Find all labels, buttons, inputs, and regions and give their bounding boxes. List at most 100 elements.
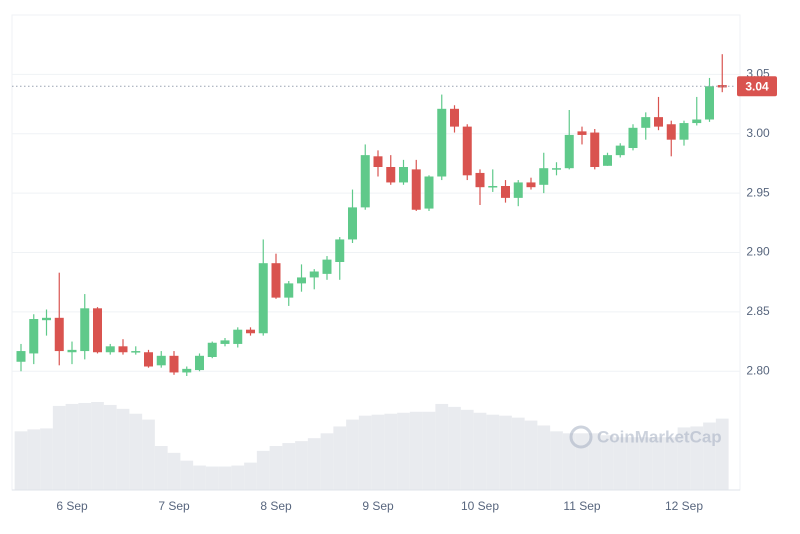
volume-bar <box>486 414 500 490</box>
y-tick-label: 2.90 <box>746 245 770 259</box>
x-tick-label: 12 Sep <box>665 499 703 513</box>
volume-bar <box>601 435 614 490</box>
x-tick-label: 6 Sep <box>56 499 88 513</box>
candle-body <box>679 123 689 140</box>
candle-body <box>271 263 281 298</box>
volume-bar <box>613 437 627 490</box>
volume-bar <box>307 438 321 490</box>
volume-bar <box>397 412 410 490</box>
volume-bar <box>588 433 602 490</box>
candle-body <box>577 131 587 135</box>
volume-bar <box>282 443 296 490</box>
volume-bar <box>664 437 678 490</box>
candle-body <box>462 126 472 176</box>
x-tick-label: 9 Sep <box>362 499 394 513</box>
volume-bar <box>129 413 143 490</box>
candle-body <box>67 349 77 353</box>
volume-bar <box>103 404 117 490</box>
volume-bar <box>295 441 308 490</box>
watermark-text: CoinMarketCap <box>597 427 722 446</box>
candle-body <box>424 176 434 209</box>
candle-body <box>513 182 523 198</box>
volume-bar <box>473 412 487 490</box>
volume-bar <box>218 466 232 490</box>
candle-body <box>654 117 663 127</box>
candle-body <box>309 271 319 278</box>
candle-body <box>131 351 141 353</box>
candle-body <box>564 134 574 169</box>
candle-body <box>29 319 39 354</box>
volume-bar <box>652 437 665 490</box>
volume-bar <box>244 462 257 490</box>
candle-body <box>233 329 243 344</box>
candle-body <box>54 317 64 352</box>
volume-bar <box>524 420 538 490</box>
volume-bar <box>231 465 245 490</box>
candle-body <box>322 259 332 274</box>
candle-body <box>488 186 498 188</box>
candle-body <box>411 169 421 210</box>
candle-body <box>603 155 612 166</box>
candle-body <box>335 239 345 262</box>
x-tick-label: 8 Sep <box>260 499 292 513</box>
y-tick-label: 2.85 <box>746 304 770 318</box>
volume-bar <box>52 405 66 490</box>
volume-bar <box>626 437 640 490</box>
volume-bar <box>460 409 474 490</box>
volume-bar <box>65 403 79 490</box>
volume-bar <box>435 403 449 490</box>
candle-body <box>705 86 714 120</box>
volume-bar <box>550 431 563 490</box>
volume-bar <box>333 426 347 490</box>
candle-body <box>360 155 370 208</box>
volume-bar <box>269 446 283 490</box>
y-tick-label: 3.00 <box>746 126 770 140</box>
candle-body <box>475 172 485 188</box>
candle-body <box>246 329 255 334</box>
volume-bar <box>358 415 372 490</box>
candle-body <box>348 207 357 240</box>
volume-bar <box>14 431 28 490</box>
candle-body <box>717 85 727 88</box>
candle-body <box>501 186 510 198</box>
watermark-logo <box>569 425 593 449</box>
volume-bar <box>193 465 206 490</box>
candle-body <box>552 168 561 170</box>
candle-body <box>144 352 153 367</box>
candle-body <box>692 119 702 124</box>
volume-bar <box>690 426 704 490</box>
x-tick-label: 7 Sep <box>158 499 190 513</box>
volume-bar <box>346 419 359 490</box>
candle-body <box>105 346 115 353</box>
volume-bar <box>448 406 461 490</box>
last-price-badge <box>737 76 777 97</box>
candle-body <box>258 263 268 334</box>
volume-bar <box>142 419 155 490</box>
volume-bar <box>180 460 194 490</box>
volume-bar <box>384 413 398 490</box>
volume-bar <box>575 433 589 490</box>
candle-body <box>386 167 396 183</box>
candle-body <box>628 127 638 148</box>
volume-bar <box>639 437 653 490</box>
volume-bar <box>116 408 130 490</box>
x-tick-label: 11 Sep <box>563 499 600 513</box>
volume-bar <box>154 446 168 490</box>
candle-body <box>156 355 166 366</box>
volume-bar <box>40 428 53 490</box>
volume-bar <box>703 422 716 490</box>
candle-body <box>437 108 447 177</box>
volume-bar <box>78 402 92 490</box>
candle-body <box>284 283 294 298</box>
candle-body <box>220 340 230 344</box>
candle-body <box>539 168 549 185</box>
y-tick-label: 2.95 <box>746 185 770 199</box>
candle-body <box>373 156 383 167</box>
volume-bar <box>677 427 691 490</box>
candle-body <box>182 368 192 373</box>
candle-body <box>16 351 26 362</box>
candle-body <box>590 132 600 167</box>
volume-bar <box>320 433 334 490</box>
y-tick-label: 2.80 <box>746 363 770 377</box>
